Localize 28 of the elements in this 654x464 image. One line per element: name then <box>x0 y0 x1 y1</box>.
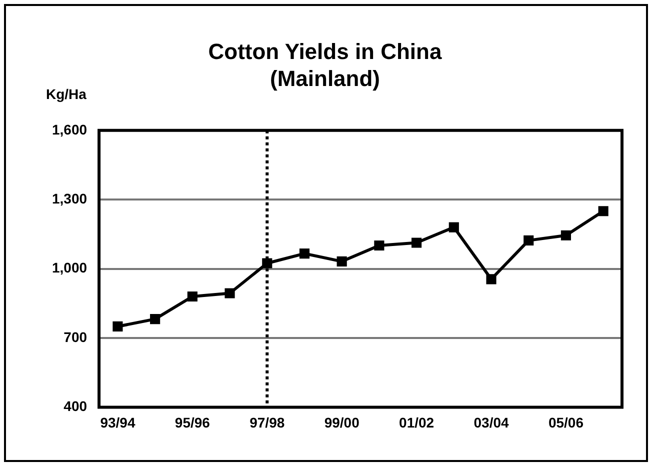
point <box>224 288 235 298</box>
x-tick-label: 01/02 <box>399 414 434 430</box>
x-tick-label: 93/94 <box>100 414 136 430</box>
point <box>524 235 534 246</box>
point <box>299 248 310 259</box>
y-tick-label: 1,600 <box>52 121 88 138</box>
chart-title: Cotton Yields in China (Mainland) <box>207 38 443 92</box>
point <box>187 291 198 302</box>
x-tick-label: 95/96 <box>174 414 210 430</box>
point <box>262 258 272 268</box>
point <box>336 256 347 266</box>
x-tick-label: 99/00 <box>324 414 360 430</box>
point <box>560 230 572 240</box>
y-axis-title: Kg/Ha <box>46 86 86 102</box>
y-tick-label: 700 <box>64 328 88 345</box>
point <box>150 314 160 324</box>
y-tick-label: 1,300 <box>52 190 88 206</box>
point <box>598 206 608 216</box>
y-tick-label: 1,000 <box>52 260 88 276</box>
x-tick-label: 05/06 <box>548 414 584 430</box>
point <box>412 238 422 248</box>
x-tick-label: 03/04 <box>474 414 509 430</box>
y-tick-label: 400 <box>64 398 88 414</box>
point <box>486 274 496 284</box>
point <box>112 321 123 332</box>
x-tick-label: 97/98 <box>250 414 285 430</box>
point <box>448 222 459 232</box>
point <box>374 240 384 251</box>
